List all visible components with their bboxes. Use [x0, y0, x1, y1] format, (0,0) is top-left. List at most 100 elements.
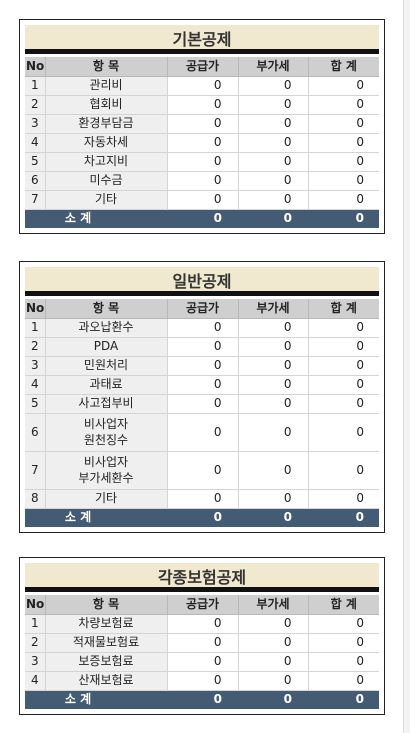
col-header-supply: 공급가: [167, 57, 239, 77]
row-total: 0: [308, 652, 379, 672]
row-vat: 0: [238, 114, 309, 134]
row-no: 2: [25, 337, 46, 357]
subtotal-label: 소 계: [25, 209, 167, 228]
insurance-deduction-panel: 각종보험공제 No 항 목 공급가 부가세 합 계 1 차량보험료 0 0 0 …: [19, 557, 385, 715]
insurance-deduction-table: No 항 목 공급가 부가세 합 계 1 차량보험료 0 0 0 2 적재물보험…: [25, 595, 379, 709]
table-row: 3 보증보험료 0 0 0: [25, 652, 379, 672]
subtotal-supply: 0: [167, 508, 238, 527]
row-no: 3: [25, 652, 46, 672]
panel-title: 각종보험공제: [25, 563, 379, 592]
panel-title: 일반공제: [25, 267, 379, 296]
row-vat: 0: [238, 375, 309, 395]
col-header-vat: 부가세: [238, 595, 309, 615]
table-row: 5 사고접부비 0 0 0: [25, 394, 379, 414]
row-supply: 0: [167, 375, 239, 395]
row-item: 관리비: [45, 76, 168, 96]
row-supply: 0: [167, 451, 239, 490]
col-header-vat: 부가세: [238, 299, 309, 319]
row-supply: 0: [167, 652, 239, 672]
table-row: 4 산재보험료 0 0 0: [25, 671, 379, 691]
row-supply: 0: [167, 394, 239, 414]
row-total: 0: [308, 413, 379, 452]
table-header-row: No 항 목 공급가 부가세 합 계: [25, 57, 379, 77]
table-header-row: No 항 목 공급가 부가세 합 계: [25, 595, 379, 615]
row-vat: 0: [238, 614, 309, 634]
row-item-line1: 비사업자: [83, 455, 129, 469]
table-row: 2 협회비 0 0 0: [25, 95, 379, 115]
row-item: 과태료: [45, 375, 168, 395]
subtotal-row: 소 계 0 0 0: [25, 508, 379, 527]
row-vat: 0: [238, 633, 309, 653]
subtotal-label: 소 계: [25, 690, 167, 709]
row-item: 산재보험료: [45, 671, 168, 691]
row-no: 2: [25, 95, 46, 115]
row-vat: 0: [238, 318, 309, 338]
row-no: 5: [25, 394, 46, 414]
row-total: 0: [308, 171, 379, 191]
subtotal-vat: 0: [238, 209, 308, 228]
general-deduction-table: No 항 목 공급가 부가세 합 계 1 과오납환수 0 0 0 2 PDA 0…: [25, 299, 379, 527]
row-supply: 0: [167, 171, 239, 191]
row-item: 비사업자 원천징수: [45, 413, 168, 452]
row-item: 사고접부비: [45, 394, 168, 414]
row-no: 6: [25, 413, 46, 452]
row-item: 민원처리: [45, 356, 168, 376]
table-row: 8 기타 0 0 0: [25, 489, 379, 509]
subtotal-total: 0: [308, 690, 379, 709]
table-row: 1 차량보험료 0 0 0: [25, 614, 379, 634]
row-no: 4: [25, 375, 46, 395]
subtotal-total: 0: [308, 209, 379, 228]
row-total: 0: [308, 190, 379, 210]
row-vat: 0: [238, 152, 309, 172]
col-header-supply: 공급가: [167, 595, 239, 615]
row-item: 자동차세: [45, 133, 168, 153]
table-row: 3 민원처리 0 0 0: [25, 356, 379, 376]
table-row: 2 PDA 0 0 0: [25, 337, 379, 357]
subtotal-label: 소 계: [25, 508, 167, 527]
row-item: 미수금: [45, 171, 168, 191]
row-total: 0: [308, 152, 379, 172]
row-total: 0: [308, 114, 379, 134]
table-row: 7 비사업자 부가세환수 0 0 0: [25, 451, 379, 490]
row-total: 0: [308, 76, 379, 96]
row-total: 0: [308, 671, 379, 691]
subtotal-supply: 0: [167, 690, 238, 709]
row-total: 0: [308, 394, 379, 414]
row-vat: 0: [238, 489, 309, 509]
row-item-line2: 원천징수: [83, 433, 129, 447]
row-no: 6: [25, 171, 46, 191]
row-no: 3: [25, 114, 46, 134]
general-deduction-panel: 일반공제 No 항 목 공급가 부가세 합 계 1 과오납환수 0 0 0 2 …: [19, 261, 385, 533]
basic-deduction-table: No 항 목 공급가 부가세 합 계 1 관리비 0 0 0 2 협회비 0 0…: [25, 57, 379, 228]
table-header-row: No 항 목 공급가 부가세 합 계: [25, 299, 379, 319]
col-header-supply: 공급가: [167, 299, 239, 319]
row-item: 차량보험료: [45, 614, 168, 634]
row-vat: 0: [238, 451, 309, 490]
row-total: 0: [308, 95, 379, 115]
table-row: 7 기타 0 0 0: [25, 190, 379, 210]
row-total: 0: [308, 318, 379, 338]
subtotal-vat: 0: [238, 508, 308, 527]
row-item: 차고지비: [45, 152, 168, 172]
row-no: 1: [25, 318, 46, 338]
table-row: 5 차고지비 0 0 0: [25, 152, 379, 172]
col-header-no: No: [25, 299, 46, 319]
row-no: 4: [25, 133, 46, 153]
row-supply: 0: [167, 671, 239, 691]
row-vat: 0: [238, 356, 309, 376]
row-item: 기타: [45, 190, 168, 210]
subtotal-row: 소 계 0 0 0: [25, 209, 379, 228]
row-item: 보증보험료: [45, 652, 168, 672]
row-item-line2: 부가세환수: [78, 471, 134, 485]
table-row: 2 적재물보험료 0 0 0: [25, 633, 379, 653]
row-item: 환경부담금: [45, 114, 168, 134]
row-vat: 0: [238, 133, 309, 153]
row-item: PDA: [45, 337, 168, 357]
row-vat: 0: [238, 337, 309, 357]
row-no: 1: [25, 76, 46, 96]
row-supply: 0: [167, 356, 239, 376]
panel-title: 기본공제: [25, 25, 379, 54]
row-supply: 0: [167, 114, 239, 134]
row-supply: 0: [167, 133, 239, 153]
